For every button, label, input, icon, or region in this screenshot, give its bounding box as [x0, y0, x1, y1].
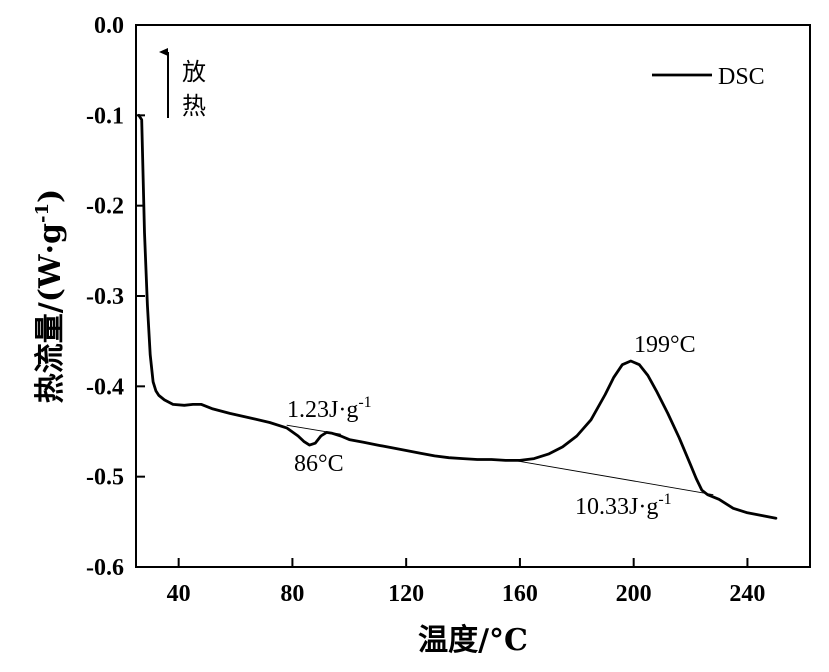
y-tick-label: -0.1 — [86, 103, 124, 129]
exo-label-top: 放 — [182, 58, 206, 86]
y-tick-label: -0.3 — [86, 284, 124, 310]
peak-temp-label: 199°C — [634, 332, 696, 358]
x-tick-label: 240 — [729, 581, 765, 607]
valley-temp-label: 86°C — [294, 451, 344, 477]
enthalpy-large-main: 10.33J·g — [575, 494, 658, 520]
x-tick-label: 120 — [388, 581, 424, 607]
y-axis-title: 热流量/(W·g-1) — [32, 189, 68, 403]
enthalpy-small-main: 1.23J·g — [287, 397, 358, 423]
exo-label-bottom: 热 — [182, 92, 206, 120]
legend-label-dsc: DSC — [718, 64, 765, 90]
x-tick-label: 200 — [616, 581, 652, 607]
enthalpy-small-sup: -1 — [358, 394, 371, 411]
y-tick-label: -0.4 — [86, 374, 124, 400]
x-axis-ticks: 40 80 120 160 200 240 — [167, 558, 765, 607]
y-axis-title-sup: -1 — [32, 203, 53, 223]
legend: DSC — [652, 64, 765, 90]
y-tick-label: -0.5 — [86, 465, 124, 491]
y-tick-label: -0.6 — [86, 555, 124, 581]
enthalpy-large-sup: -1 — [658, 491, 671, 508]
y-tick-label: 0.0 — [94, 13, 124, 39]
enthalpy-small-label: 1.23J·g-1 — [287, 394, 372, 423]
plot-frame — [135, 24, 811, 568]
x-tick-label: 40 — [167, 581, 191, 607]
dsc-series-line — [137, 113, 778, 520]
exothermic-indicator: 放 热 — [159, 48, 206, 120]
y-axis-ticks: 0.0 -0.1 -0.2 -0.3 -0.4 -0.5 -0.6 — [86, 13, 145, 581]
y-axis-title-main: 热流量/(W·g — [33, 223, 68, 403]
y-tick-label: -0.2 — [86, 194, 124, 220]
x-tick-label: 160 — [502, 581, 538, 607]
x-tick-label: 80 — [280, 581, 304, 607]
baseline-large-peak — [514, 459, 714, 496]
y-axis-title-close: ) — [33, 189, 68, 203]
x-axis-title: 温度/°C — [418, 623, 528, 658]
enthalpy-large-label: 10.33J·g-1 — [575, 491, 672, 520]
